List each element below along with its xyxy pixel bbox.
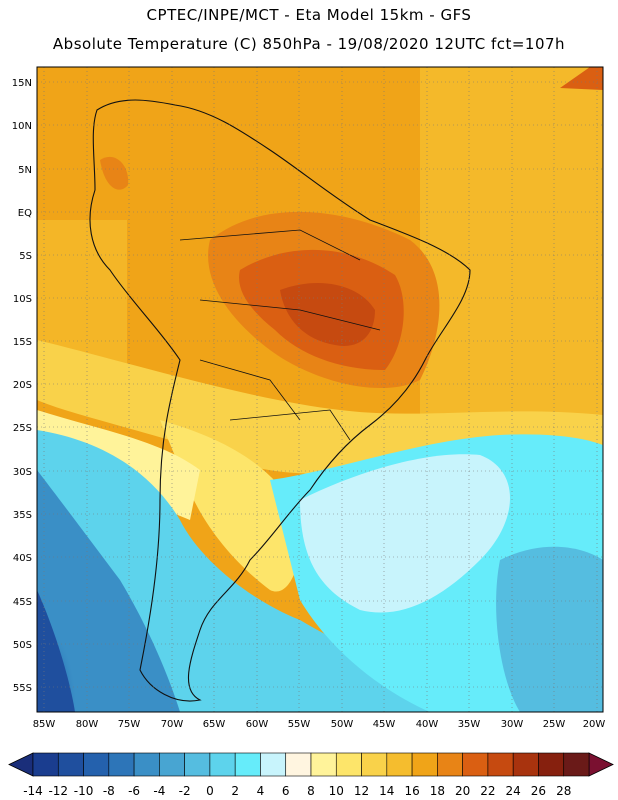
- colorbar-swatch: [411, 752, 438, 777]
- colorbar-tick-label: -12: [48, 784, 68, 798]
- colorbar-tick-label: 28: [556, 784, 571, 798]
- colorbar-tick-label: 8: [307, 784, 315, 798]
- colorbar-tick-label: 0: [206, 784, 214, 798]
- lat-label: 10S: [13, 294, 32, 305]
- colorbar-tick-label: -4: [153, 784, 165, 798]
- colorbar-swatch: [184, 752, 211, 777]
- lon-label: 20W: [583, 719, 606, 730]
- lon-label: 75W: [118, 719, 141, 730]
- temperature-field: [37, 67, 603, 712]
- colorbar-swatch: [32, 752, 59, 777]
- lon-label: 65W: [203, 719, 226, 730]
- colorbar-swatch: [538, 752, 565, 777]
- lat-label: 25S: [13, 423, 32, 434]
- lat-label: 40S: [13, 553, 32, 564]
- colorbar-swatch: [563, 752, 590, 777]
- colorbar-swatch: [335, 752, 362, 777]
- lon-label: 25W: [543, 719, 566, 730]
- lat-label: 5S: [19, 251, 32, 262]
- lat-label: 35S: [13, 510, 32, 521]
- colorbar-swatch: [386, 752, 413, 777]
- lat-label: 10N: [12, 121, 32, 132]
- colorbar-tick-label: 2: [231, 784, 239, 798]
- colorbar-tick-label: 16: [404, 784, 419, 798]
- colorbar-tick-label: 12: [354, 784, 369, 798]
- lon-label: 30W: [501, 719, 524, 730]
- colorbar-tick-label: 22: [480, 784, 495, 798]
- lon-label: 40W: [416, 719, 439, 730]
- lat-label: EQ: [18, 208, 32, 219]
- lat-label: 30S: [13, 467, 32, 478]
- colorbar-swatch: [462, 752, 489, 777]
- lat-label: 20S: [13, 380, 32, 391]
- lat-label: 50S: [13, 640, 32, 651]
- colorbar-swatch: [57, 752, 84, 777]
- colorbar-tick-label: 14: [379, 784, 394, 798]
- colorbar-swatch: [133, 752, 160, 777]
- colorbar-tick-label: -10: [74, 784, 94, 798]
- lon-label: 85W: [33, 719, 56, 730]
- colorbar-swatch: [260, 752, 287, 777]
- colorbar-swatch: [512, 752, 539, 777]
- lat-label: 15N: [12, 78, 32, 89]
- colorbar-tick-label: -14: [23, 784, 43, 798]
- map-title-line1: CPTEC/INPE/MCT - Eta Model 15km - GFS: [146, 6, 472, 24]
- colorbar-tick-label: 26: [531, 784, 546, 798]
- colorbar-high-arrow: [588, 752, 614, 777]
- lon-label: 55W: [288, 719, 311, 730]
- lat-label: 5N: [18, 165, 32, 176]
- colorbar-swatch: [437, 752, 463, 777]
- colorbar-swatch: [310, 752, 337, 777]
- lat-label: 15S: [13, 337, 32, 348]
- lon-label: 70W: [161, 719, 184, 730]
- colorbar-tick-label: 20: [455, 784, 470, 798]
- colorbar-tick-label: -2: [179, 784, 191, 798]
- colorbar-tick-label: -8: [103, 784, 115, 798]
- colorbar-swatch: [285, 752, 312, 777]
- lat-label: 55S: [13, 683, 32, 694]
- colorbar-tick-label: 4: [257, 784, 265, 798]
- colorbar-tick-label: -6: [128, 784, 140, 798]
- colorbar-swatch: [487, 752, 514, 777]
- colorbar-tick-label: 6: [282, 784, 290, 798]
- colorbar-swatch: [108, 752, 135, 777]
- lat-label: 45S: [13, 597, 32, 608]
- lon-label: 35W: [458, 719, 481, 730]
- lon-label: 45W: [373, 719, 396, 730]
- lon-label: 50W: [331, 719, 354, 730]
- colorbar-swatch: [209, 752, 236, 777]
- colorbar-tick-label: 10: [329, 784, 344, 798]
- map-frame: [36, 66, 604, 713]
- colorbar-tick-label: 18: [430, 784, 445, 798]
- colorbar-swatch: [83, 752, 110, 777]
- colorbar-swatch: [234, 752, 261, 777]
- colorbar-swatch: [159, 752, 185, 777]
- temperature-colorbar: -14 -12 -10 -8 -6 -4 -2 0 2 4 6 8 10 12 14 16 18 20 22 24 26…: [8, 752, 614, 798]
- colorbar-swatch: [361, 752, 388, 777]
- lon-label: 80W: [76, 719, 99, 730]
- map-title-line2: Absolute Temperature (C) 850hPa - 19/08/…: [52, 35, 566, 53]
- colorbar-tick-label: 24: [506, 784, 521, 798]
- colorbar-low-arrow: [8, 752, 34, 777]
- lon-label: 60W: [246, 719, 269, 730]
